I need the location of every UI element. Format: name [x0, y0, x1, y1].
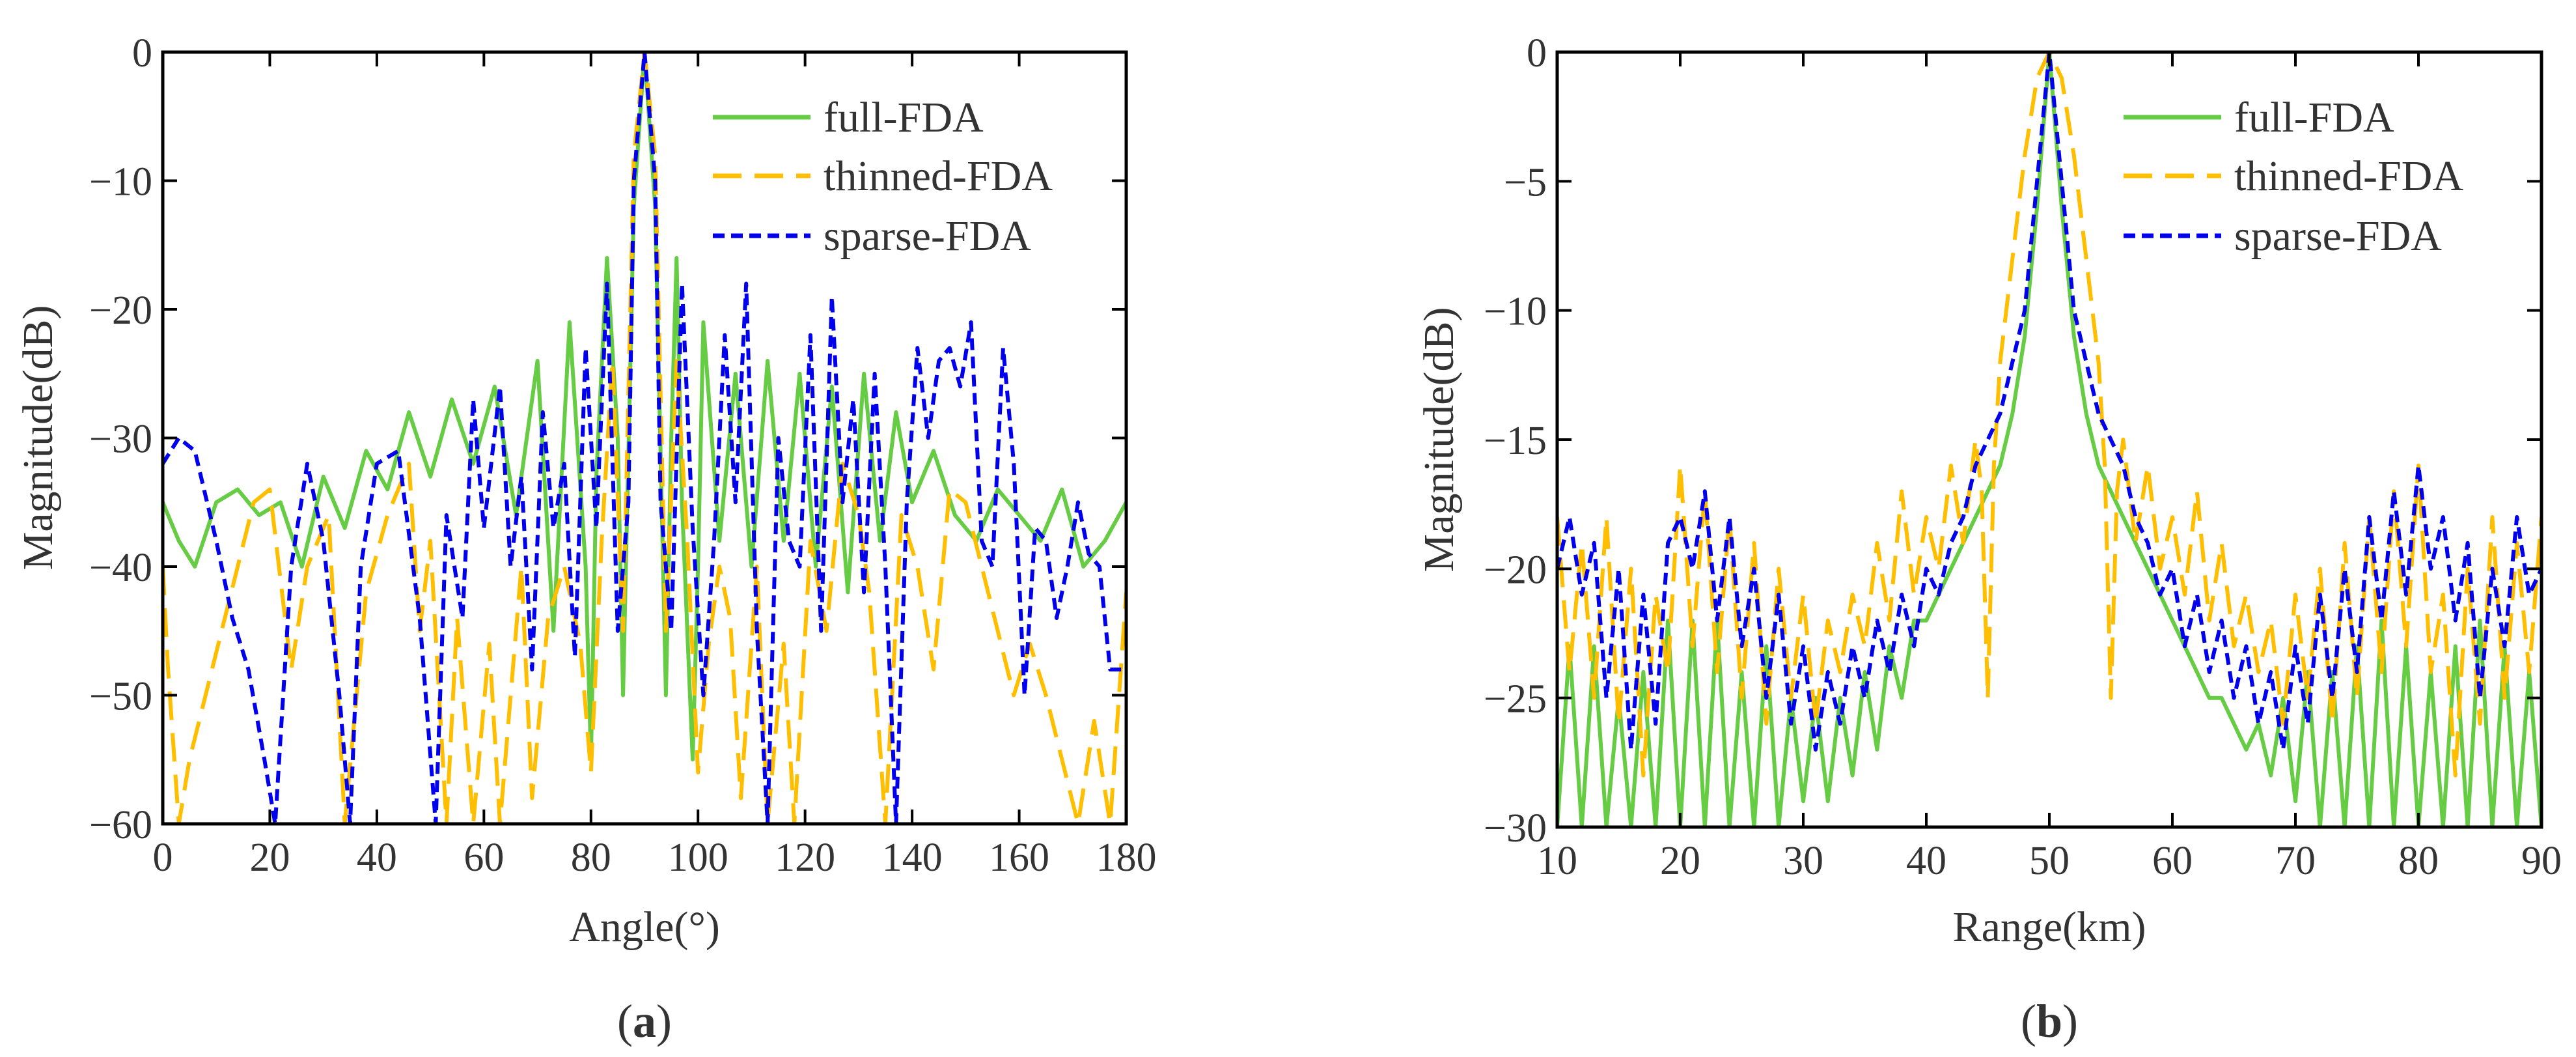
panel-a-xtick-label-80: 80 — [571, 836, 611, 880]
panel-b-xtick-label-90: 90 — [2521, 839, 2562, 883]
panel-b-xtick-label-30: 30 — [1783, 839, 1823, 883]
panel-a-xtick-label-160: 160 — [989, 836, 1049, 880]
panel-a-xtick-label-60: 60 — [464, 836, 504, 880]
panel-b-label: (b) — [2021, 995, 2078, 1047]
panel-b-legend-label-sparse: sparse-FDA — [2234, 212, 2442, 260]
panel-a-legend-label-thinned: thinned-FDA — [824, 152, 1053, 200]
panel-a-series-thinned-FDA — [163, 52, 1126, 824]
panel-a-ytick-label--50: −50 — [89, 675, 152, 719]
panel-a-xtick-label-140: 140 — [882, 836, 943, 880]
panel-b-xtick-label-40: 40 — [1906, 839, 1946, 883]
panel-a-label: (a) — [617, 995, 672, 1047]
panel-b-xtick-label-60: 60 — [2152, 839, 2193, 883]
panel-b-chart: 10 20 30 40 50 60 70 80 90 0 −5 −10 −15 −20 −25 −30 Ran… — [1415, 31, 2562, 1047]
panel-a-series-sparse-FDA — [163, 52, 1126, 824]
panel-b-ytick-label--15: −15 — [1484, 419, 1547, 463]
panel-b-ylabel: Magnitude(dB) — [1415, 307, 1463, 572]
panel-a-legend-label-full: full-FDA — [824, 94, 984, 141]
panel-b-xtick-label-70: 70 — [2275, 839, 2316, 883]
panel-a-xtick-label-20: 20 — [249, 836, 290, 880]
panel-a-ytick-label--20: −20 — [89, 289, 152, 333]
panel-a-xtick-label-0: 0 — [153, 836, 173, 880]
panel-b-xtick-label-80: 80 — [2398, 839, 2439, 883]
panel-b-ytick-label-0: 0 — [1527, 31, 1547, 76]
panel-a-xtick-label-40: 40 — [357, 836, 397, 880]
panel-b-series-sparse-FDA — [1557, 52, 2541, 752]
panel-b-series-full-FDA — [1557, 52, 2541, 827]
panel-a-series-full-FDA — [163, 52, 1126, 762]
panel-a-xlabel: Angle(°) — [569, 903, 720, 951]
panel-b-legend-label-thinned: thinned-FDA — [2234, 152, 2463, 200]
panel-a-ytick-label--40: −40 — [89, 546, 152, 590]
panel-b-xlabel: Range(km) — [1953, 903, 2146, 951]
panel-a-ylabel: Magnitude(dB) — [14, 305, 62, 571]
panel-a-legend-label-sparse: sparse-FDA — [824, 212, 1031, 260]
panel-a-label-letter: a — [633, 995, 656, 1047]
panel-b-ytick-label--20: −20 — [1484, 548, 1547, 592]
panel-b-ytick-label--5: −5 — [1504, 160, 1547, 204]
panel-b-xtick-label-10: 10 — [1537, 839, 1577, 883]
panel-a-legend: full-FDA thinned-FDA sparse-FDA — [713, 94, 1053, 260]
panel-a-ytick-label--30: −30 — [89, 417, 152, 462]
panel-a-xtick-label-120: 120 — [775, 836, 835, 880]
panel-a-chart: 0 20 40 60 80 100 120 140 160 180 0 −10 −20 −30 −40 −50… — [14, 31, 1157, 1047]
panel-b-ytick-label--10: −10 — [1484, 290, 1547, 334]
panel-b-xtick-label-50: 50 — [2029, 839, 2070, 883]
panel-a-xtick-label-100: 100 — [668, 836, 728, 880]
panel-b-ytick-label--30: −30 — [1484, 806, 1547, 851]
panel-b-label-letter: b — [2036, 995, 2062, 1047]
panel-a-ytick-label--10: −10 — [89, 160, 152, 204]
panel-b-legend: full-FDA thinned-FDA sparse-FDA — [2124, 94, 2463, 260]
panel-b-legend-label-full: full-FDA — [2234, 94, 2394, 141]
panel-a-xtick-label-180: 180 — [1096, 836, 1157, 880]
panel-a-ytick-label--60: −60 — [89, 803, 152, 847]
panel-b-ytick-label--25: −25 — [1484, 677, 1547, 722]
panel-b-xtick-label-20: 20 — [1660, 839, 1700, 883]
panel-a-ytick-label-0: 0 — [132, 31, 152, 76]
